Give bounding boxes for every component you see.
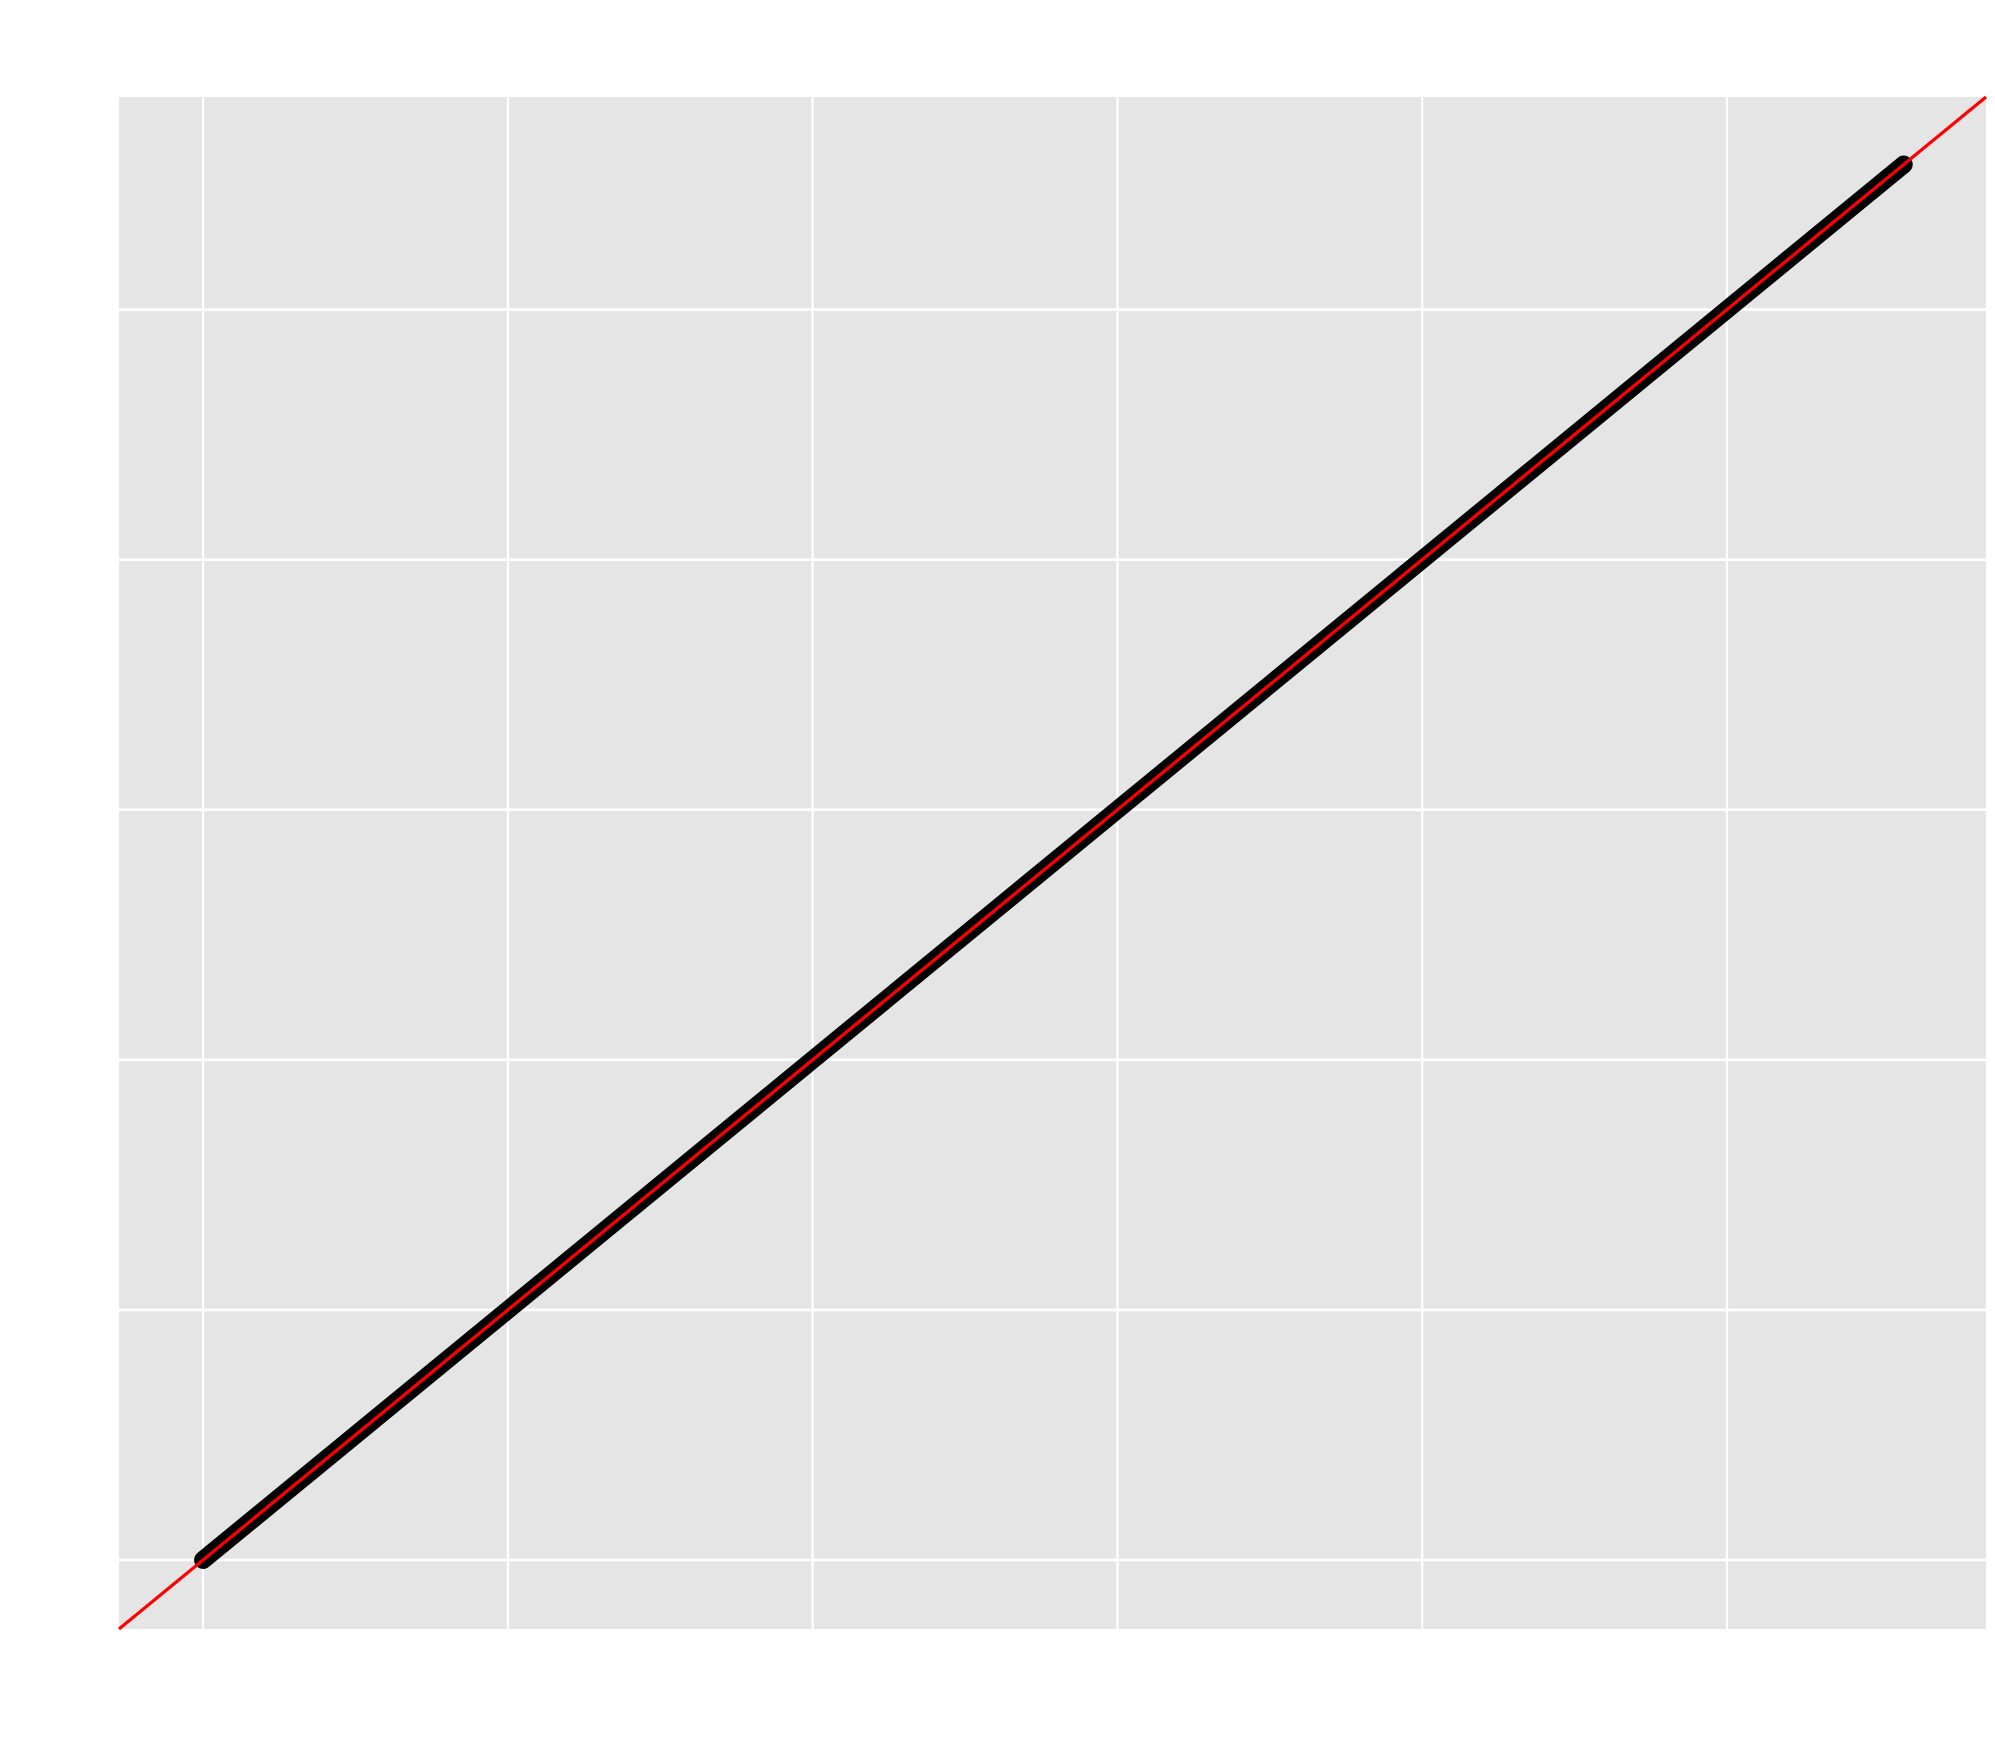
reference-line-layer — [117, 95, 1988, 1631]
reference-line — [117, 95, 1988, 1631]
grid-layer — [119, 97, 1986, 1629]
